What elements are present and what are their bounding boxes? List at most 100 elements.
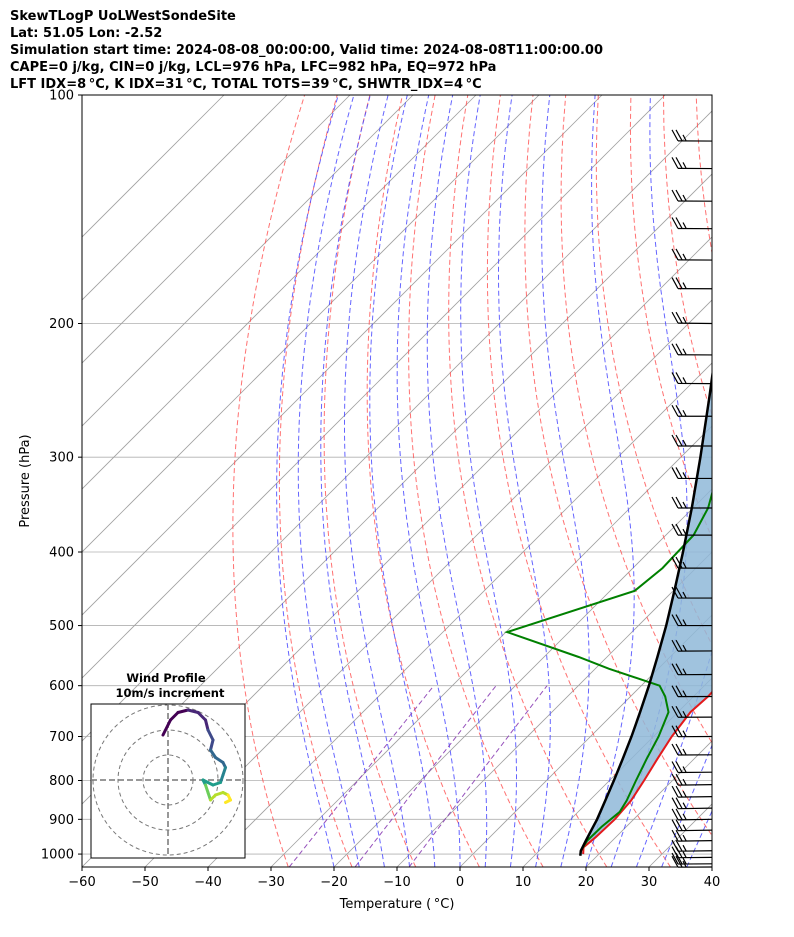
wind-barb xyxy=(671,639,713,652)
isotherm-line xyxy=(270,425,712,867)
wind-barb-staff xyxy=(678,807,713,810)
wind-barb-flag xyxy=(682,222,687,229)
isotherm-line xyxy=(144,299,712,867)
wind-barb xyxy=(671,743,713,756)
dry-adiabat-line xyxy=(524,95,712,837)
wind-barb-flag xyxy=(675,556,683,569)
moist-adiabat-line xyxy=(686,809,712,867)
wind-barb xyxy=(671,189,713,202)
wind-barb-staff xyxy=(678,818,713,821)
wind-barb-flag xyxy=(682,710,687,718)
x-tick-label: 40 xyxy=(704,875,721,890)
wind-barb-flag xyxy=(675,773,683,786)
moist-adiabat-line xyxy=(498,95,551,867)
wind-barb-flag xyxy=(671,614,679,626)
wind-barb-flag xyxy=(671,404,679,417)
wind-barb-flag xyxy=(671,743,679,756)
dry-adiabat-line xyxy=(232,95,306,867)
wind-barb-flag xyxy=(675,311,683,324)
moist-adiabat-line xyxy=(369,95,436,867)
y-tick-label: 600 xyxy=(49,679,74,694)
wind-barb-flag xyxy=(675,725,683,737)
wind-barb-flag xyxy=(671,496,679,509)
wind-barb xyxy=(671,556,712,569)
moist-adiabat-line xyxy=(297,95,360,867)
wind-barb xyxy=(671,496,712,509)
wind-barb-flag xyxy=(682,851,687,858)
wind-barb-flag xyxy=(682,813,687,820)
dry-adiabat-line xyxy=(448,95,608,867)
isotherm-line xyxy=(775,95,794,867)
wind-barb-flag xyxy=(682,857,687,864)
wind-barb xyxy=(671,839,713,852)
wind-barb-flag xyxy=(671,785,679,798)
wind-barb-flag xyxy=(671,829,679,842)
wind-barb xyxy=(671,372,713,385)
wind-barb-flag xyxy=(682,561,687,568)
wind-barb xyxy=(671,157,713,170)
isotherm-line xyxy=(82,95,477,490)
wind-barb xyxy=(671,614,712,627)
wind-barb xyxy=(671,434,712,447)
wind-barb-flag xyxy=(675,761,683,773)
isotherm-line xyxy=(459,614,712,867)
wind-barb xyxy=(671,785,713,798)
wind-barb-flag xyxy=(682,472,687,479)
wind-barb-flag xyxy=(682,748,687,755)
wind-barb-flag xyxy=(675,614,683,626)
moist-adiabat-line xyxy=(276,95,339,867)
wind-barb-flag xyxy=(682,253,687,260)
wind-barb xyxy=(671,705,713,718)
wind-barb-flag xyxy=(682,619,687,626)
dry-adiabat-line xyxy=(486,95,671,867)
hodograph-trace-segment xyxy=(209,748,217,759)
wind-barb-staff xyxy=(678,840,713,842)
hodograph-subtitle: 10m/s increment xyxy=(116,686,225,700)
y-tick-label: 300 xyxy=(49,451,74,466)
temperature-profile-line xyxy=(582,690,712,855)
mixing-ratio-line xyxy=(408,685,548,867)
y-tick-label: 800 xyxy=(49,774,74,789)
wind-barb-flag xyxy=(675,467,683,479)
wind-barb-staff xyxy=(678,795,713,798)
wind-barb-flag xyxy=(671,839,679,852)
wind-barb-flag xyxy=(671,189,679,202)
wind-barb-flag xyxy=(671,808,679,821)
wind-barb-flag xyxy=(671,852,679,865)
wind-barb-flag xyxy=(682,501,687,508)
hodograph-trace-segment xyxy=(209,738,215,752)
hodograph-trace-segment xyxy=(204,718,210,732)
wind-barb-flag xyxy=(682,778,687,786)
x-tick-label: −50 xyxy=(131,875,158,890)
hodograph-trace-segment xyxy=(196,711,207,722)
mixing-ratio-line xyxy=(354,685,497,867)
wind-barb-flag xyxy=(671,705,679,718)
wind-barb-flag xyxy=(675,639,683,652)
wind-barb-flag xyxy=(675,829,683,842)
wind-barb xyxy=(671,129,713,142)
isotherm-line xyxy=(711,866,712,867)
wind-barb-staff xyxy=(678,829,713,832)
wind-barb-flag xyxy=(682,766,687,773)
wind-barb-flag xyxy=(675,157,683,169)
wind-barb-flag xyxy=(671,248,679,261)
moist-adiabat-line xyxy=(460,95,517,867)
hodograph-title: Wind Profile xyxy=(126,671,206,685)
hodograph-trace-segment xyxy=(161,718,172,737)
wind-barb xyxy=(671,467,712,480)
hodograph-trace-segment xyxy=(224,798,232,804)
wind-barb-flag xyxy=(671,311,679,324)
wind-barb xyxy=(671,725,713,738)
hodograph-trace-segment xyxy=(186,708,200,714)
wind-barb-flag xyxy=(682,377,687,384)
wind-barb-flag xyxy=(675,819,683,831)
x-tick-label: −30 xyxy=(257,875,284,890)
wind-barb-flag xyxy=(675,523,683,536)
wind-barb-flag xyxy=(682,824,687,831)
wind-barb-flag xyxy=(682,690,687,697)
moist-adiabat-line xyxy=(396,95,461,867)
isotherm-line xyxy=(82,95,225,238)
wind-barb-flag xyxy=(671,523,679,536)
hodograph-trace-segment xyxy=(214,756,225,764)
moist-adiabat-line xyxy=(661,743,712,867)
